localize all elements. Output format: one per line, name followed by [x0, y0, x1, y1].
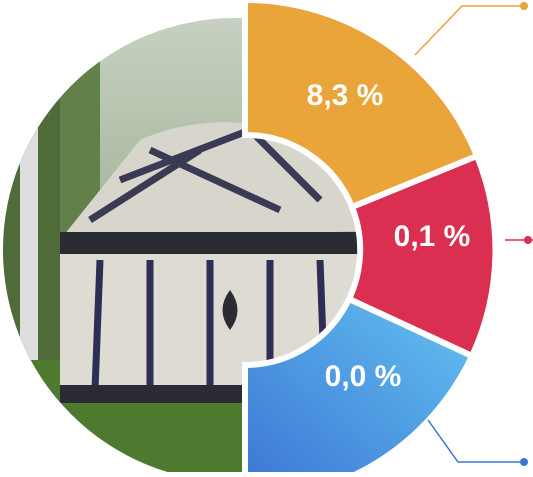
leader-lines — [414, 2, 533, 466]
segment — [242, 0, 481, 211]
segment-label: 8,3 % — [307, 79, 384, 112]
segment — [344, 152, 499, 360]
segment-label: 0,0 % — [325, 360, 402, 393]
donut-segments — [242, 0, 499, 477]
segment-label: 0,1 % — [394, 220, 471, 253]
segment — [242, 295, 476, 477]
